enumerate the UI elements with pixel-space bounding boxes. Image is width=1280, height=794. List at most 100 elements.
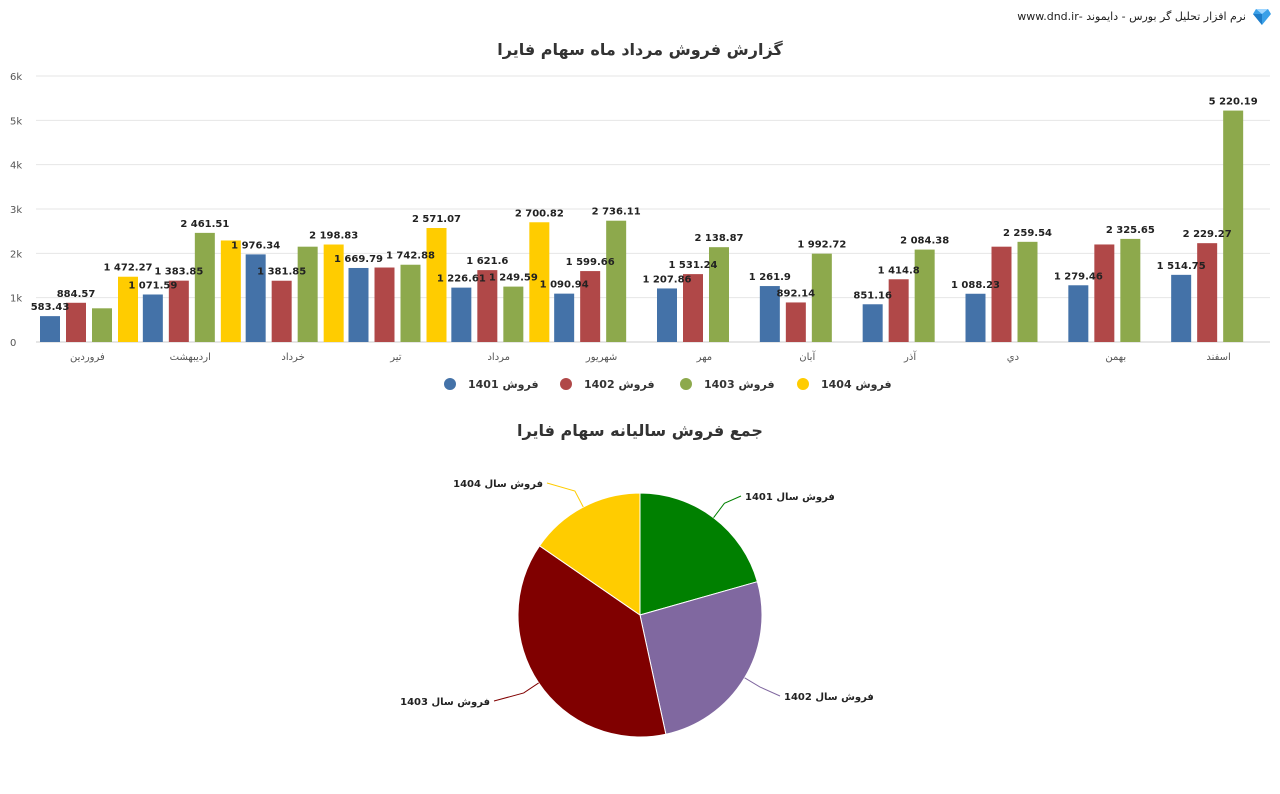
bar-value-label: 5 220.19: [1209, 97, 1258, 108]
y-tick-label: 0: [10, 338, 16, 349]
x-tick-label: خرداد: [281, 352, 304, 363]
bar: [606, 220, 627, 342]
bar-value-label: 2 084.38: [900, 236, 949, 247]
pie-slice: [538, 492, 641, 616]
bar: [348, 267, 369, 342]
y-tick-label: 5k: [10, 116, 22, 127]
bar: [271, 280, 292, 342]
y-tick-label: 1k: [10, 294, 22, 305]
bar-value-label: 1 976.34: [231, 240, 280, 251]
bar: [92, 308, 112, 342]
bar: [657, 288, 677, 342]
bar-value-label: 2 461.51: [180, 219, 229, 230]
bar-value-label: 583.43: [31, 302, 70, 313]
x-tick-label: مرداد: [487, 352, 510, 363]
pie-slice-label: فروش سال 1404: [453, 479, 543, 490]
bar-value-label: 2 736.11: [592, 207, 641, 218]
bar-value-label: 1 249.59: [489, 273, 538, 284]
bar: [66, 302, 86, 342]
pie-connector: [713, 495, 742, 518]
x-tick-label: اردیبهشت: [170, 352, 211, 363]
bar: [1017, 241, 1038, 342]
bar-value-label: 1 414.8: [878, 265, 920, 276]
legend-label: فروش 1401: [468, 378, 539, 391]
bar: [1094, 244, 1115, 342]
bar-value-label: 1 071.59: [128, 280, 177, 291]
bar-value-label: 1 599.66: [566, 257, 615, 268]
bar: [862, 304, 883, 342]
bar: [194, 232, 215, 342]
bar: [888, 279, 909, 342]
x-tick-label: دي: [1007, 352, 1019, 363]
pie-slice-label: فروش سال 1403: [400, 697, 490, 708]
bar-value-label: 1 621.6: [466, 256, 508, 267]
bar: [1197, 243, 1218, 342]
bar: [554, 293, 575, 342]
bar-value-label: 851.16: [853, 290, 892, 301]
bar: [245, 254, 266, 342]
bar: [323, 244, 344, 342]
bar: [683, 274, 703, 342]
bar-value-label: 1 531.24: [668, 260, 717, 271]
pie-chart-title: جمع فروش سالیانه سهام فایرا: [517, 421, 763, 440]
pie-connector: [493, 682, 539, 702]
bar-value-label: 884.57: [57, 289, 96, 300]
bar: [1068, 285, 1089, 342]
bar-value-label: 1 090.94: [540, 280, 589, 291]
bar: [1223, 110, 1244, 342]
bar-value-label: 2 571.07: [412, 214, 461, 225]
legend-label: فروش 1402: [584, 378, 655, 391]
bar: [991, 246, 1012, 342]
legend-marker: [797, 378, 809, 390]
bar: [40, 316, 60, 342]
pie-connector: [546, 482, 584, 508]
bar: [118, 276, 138, 342]
legend-marker: [560, 378, 572, 390]
bar-value-label: 1 261.9: [749, 272, 791, 283]
x-tick-label: اسفند: [1206, 352, 1230, 363]
bar: [426, 228, 447, 342]
x-tick-label: آذر: [903, 350, 917, 363]
bar-value-label: 2 700.82: [515, 208, 564, 219]
bar-value-label: 2 198.83: [309, 231, 358, 242]
bar: [297, 246, 318, 342]
pie-connector: [744, 677, 781, 697]
bar-value-label: 1 088.23: [951, 280, 1000, 291]
bar: [1120, 238, 1141, 342]
legend-marker: [444, 378, 456, 390]
pie-slice-label: فروش سال 1402: [784, 692, 874, 703]
bar: [142, 294, 163, 342]
bar-value-label: 1 279.46: [1054, 271, 1103, 282]
bar: [580, 271, 601, 342]
bar-value-label: 1 742.88: [386, 251, 435, 262]
x-tick-label: آبان: [799, 350, 816, 363]
brand-text: نرم افزار تحلیل گر بورس - دایموند -www.d…: [1017, 9, 1246, 23]
bar: [785, 302, 806, 342]
bar-value-label: 1 207.86: [642, 274, 691, 285]
bar-chart-title: گزارش فروش مرداد ماه سهام فایرا: [497, 40, 783, 59]
bar: [168, 280, 189, 342]
pie-slice: [639, 492, 758, 616]
y-tick-label: 4k: [10, 161, 22, 172]
bar-value-label: 1 472.27: [103, 263, 152, 274]
bar: [759, 286, 780, 342]
y-tick-label: 6k: [10, 72, 22, 83]
bar-value-label: 1 514.75: [1157, 261, 1206, 272]
bar: [965, 293, 986, 342]
bar: [914, 249, 935, 342]
x-tick-label: بهمن: [1105, 352, 1126, 363]
bar-value-label: 1 669.79: [334, 254, 383, 265]
pie-slice-label: فروش سال 1401: [745, 492, 835, 503]
bar: [1171, 274, 1192, 342]
bar-value-label: 1 226.61: [437, 274, 486, 285]
bar: [503, 286, 524, 342]
bar: [529, 222, 550, 342]
brand-header: نرم افزار تحلیل گر بورس - دایموند -www.d…: [1017, 6, 1272, 26]
x-tick-label: تیر: [389, 352, 402, 363]
pie-slice: [639, 581, 763, 735]
x-tick-label: فروردین: [70, 352, 105, 363]
legend-label: فروش 1403: [704, 378, 775, 391]
x-tick-label: شهریور: [585, 352, 617, 363]
bar-value-label: 1 992.72: [797, 240, 846, 251]
